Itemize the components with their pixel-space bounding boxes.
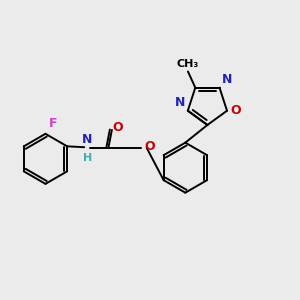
Text: N: N [222, 73, 232, 86]
Text: CH₃: CH₃ [176, 58, 199, 68]
Text: O: O [144, 140, 155, 153]
Text: O: O [113, 121, 123, 134]
Text: H: H [82, 153, 92, 163]
Text: N: N [82, 133, 92, 146]
Text: F: F [48, 117, 57, 130]
Text: O: O [231, 104, 242, 117]
Text: N: N [175, 96, 185, 109]
